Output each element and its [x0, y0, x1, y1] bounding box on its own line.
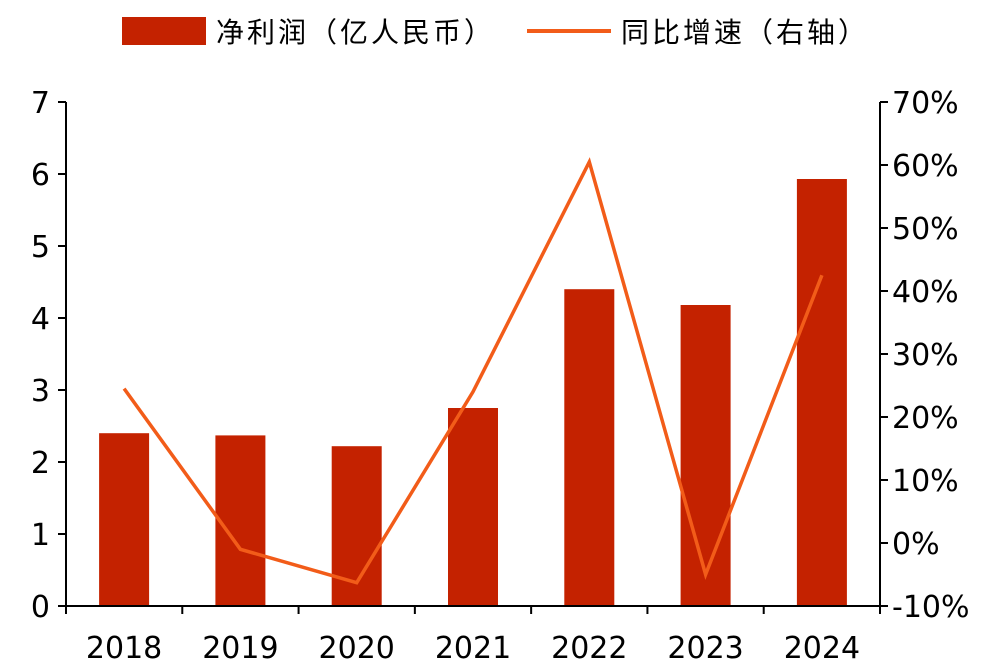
bar-2022	[564, 289, 615, 606]
right-tick-label: 10%	[892, 464, 959, 499]
left-axis-ticks: 0 1 2 3 4 5 6 7	[31, 86, 66, 625]
right-tick-label: 40%	[892, 275, 959, 310]
bar-2018	[99, 433, 150, 606]
right-tick-label: 50%	[892, 212, 959, 247]
legend-bar-swatch	[122, 17, 206, 45]
left-tick-label: 1	[31, 518, 50, 553]
growth-line-series	[122, 157, 824, 585]
left-tick-label: 0	[31, 590, 50, 625]
right-tick-label: 20%	[892, 401, 959, 436]
legend-line-label: 同比增速（右轴）	[621, 16, 869, 49]
left-tick-label: 2	[31, 446, 50, 481]
right-tick-label: 60%	[892, 149, 959, 184]
right-tick-label: -10%	[892, 590, 970, 625]
left-tick-label: 5	[31, 230, 50, 265]
bar-2023	[680, 305, 731, 606]
bar-series	[99, 179, 847, 606]
right-tick-label: 30%	[892, 338, 959, 373]
x-tick-label-2018: 2018	[86, 631, 162, 666]
left-tick-label: 6	[31, 158, 50, 193]
bar-2019	[215, 435, 266, 606]
chart-legend: 净利润（亿人民币） 同比增速（右轴）	[122, 16, 869, 49]
right-tick-label: 70%	[892, 86, 959, 121]
x-tick-label-2020: 2020	[319, 631, 395, 666]
left-tick-label: 7	[31, 86, 50, 121]
x-tick-label-2024: 2024	[784, 631, 860, 666]
right-axis-ticks: -10% 0% 10% 20% 30% 40% 50% 60% 70%	[880, 86, 970, 625]
left-tick-label: 3	[31, 374, 50, 409]
x-tick-label-2019: 2019	[202, 631, 278, 666]
legend-bar-label: 净利润（亿人民币）	[216, 16, 495, 49]
left-tick-label: 4	[31, 302, 50, 337]
x-tick-label-2022: 2022	[551, 631, 627, 666]
x-tick-label-2021: 2021	[435, 631, 511, 666]
x-axis-ticks: 2018 2019 2020 2021 2022 2023 2024	[65, 606, 881, 666]
bar-2024	[796, 179, 847, 606]
x-tick-label-2023: 2023	[667, 631, 743, 666]
bar-2021	[448, 408, 498, 606]
right-tick-label: 0%	[892, 527, 940, 562]
